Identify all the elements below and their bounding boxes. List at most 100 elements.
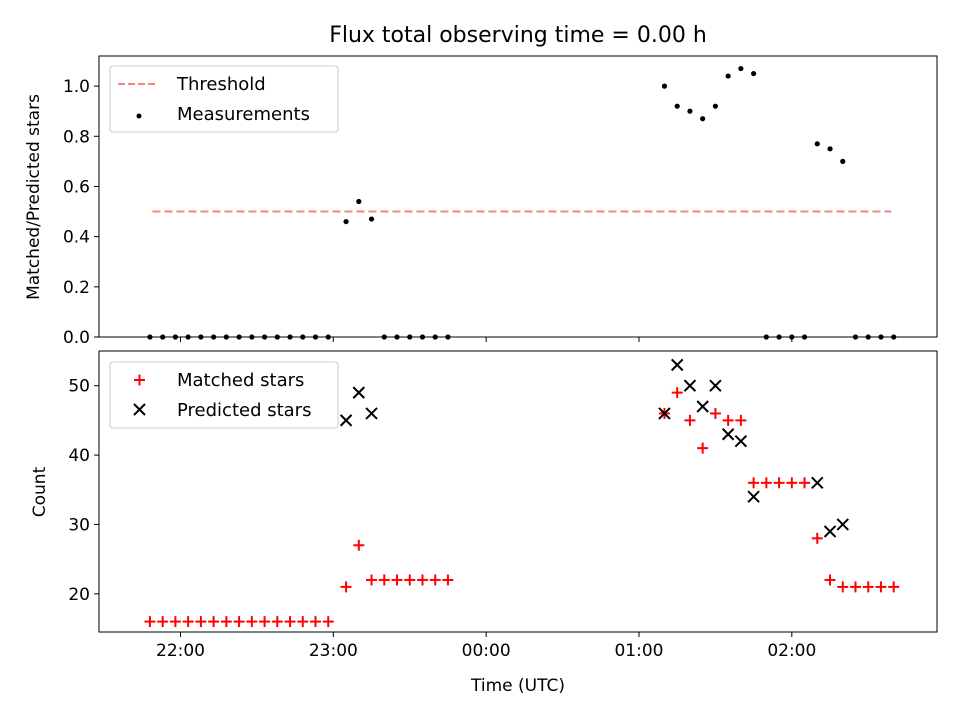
top-ylabel: Matched/Predicted stars	[24, 94, 44, 300]
matched-star-point	[824, 574, 836, 586]
measurement-point	[312, 334, 319, 340]
legend-threshold-label: Threshold	[176, 74, 266, 95]
matched-star-point	[773, 477, 785, 489]
matched-star-point	[862, 581, 874, 593]
measurement-point	[325, 334, 331, 340]
predicted-star-point	[709, 379, 722, 392]
top-ytick-label: 0.0	[63, 328, 90, 348]
measurement-point	[661, 83, 668, 89]
predicted-star-point	[352, 386, 366, 399]
measurement-point	[827, 146, 833, 152]
bottom-frame	[98, 350, 938, 633]
measurement-point	[445, 334, 451, 340]
measurement-point	[801, 334, 808, 340]
measurement-point	[185, 334, 191, 340]
measurement-point	[160, 334, 166, 340]
measurement-point	[674, 103, 680, 109]
matched-star-point	[284, 616, 296, 628]
top-legend: Threshold Measurements	[109, 65, 339, 133]
matched-star-point	[182, 616, 194, 628]
matched-star-point	[786, 477, 798, 489]
legend-predicted-label: Predicted stars	[177, 400, 311, 421]
matched-star-point	[208, 616, 220, 628]
bottom-xlabel: Time (UTC)	[470, 676, 565, 696]
measurement-point	[763, 334, 769, 340]
bottom-ytick-label: 50	[68, 377, 90, 397]
matched-star-point	[233, 616, 245, 628]
matched-star-point	[709, 407, 721, 419]
bottom-ylabel: Count	[30, 466, 50, 517]
predicted-star-point	[339, 414, 353, 427]
measurement-point	[274, 334, 280, 340]
matched-star-point	[378, 574, 390, 586]
predicted-star-point	[365, 407, 378, 420]
matched-star-point	[799, 477, 811, 489]
predicted-star-point	[670, 358, 684, 372]
matched-star-point	[875, 581, 887, 593]
measurement-point	[865, 334, 871, 340]
matched-star-point	[271, 616, 283, 628]
matched-star-point	[416, 574, 428, 586]
matched-star-point	[811, 532, 823, 544]
matched-star-point	[157, 616, 169, 628]
matched-star-point	[310, 616, 322, 628]
bottom-xtick-label: 00:00	[462, 641, 511, 661]
chart-title: Flux total observing time = 0.00 h	[329, 23, 707, 48]
matched-star-point	[442, 574, 454, 586]
measurement-point	[419, 334, 426, 340]
measurement-point	[381, 334, 387, 340]
measurement-point	[368, 216, 375, 222]
matched-star-point	[748, 477, 760, 489]
measurement-point	[700, 116, 706, 122]
legend-measurements-swatch	[136, 113, 142, 119]
bottom-xtick-label: 22:00	[156, 641, 205, 661]
matched-star-point	[340, 581, 352, 593]
matched-star-point	[259, 616, 271, 628]
predicted-star-point	[658, 407, 671, 420]
matched-star-point	[353, 539, 365, 551]
measurement-point	[878, 334, 884, 340]
bottom-legend: Matched stars Predicted stars	[109, 361, 339, 429]
measurement-point	[223, 334, 229, 340]
predicted-star-point	[836, 518, 849, 531]
measurement-point	[852, 334, 859, 340]
matched-star-point	[735, 414, 747, 426]
predicted-star-point	[721, 428, 735, 441]
predicted-star-point	[696, 400, 709, 413]
top-ytick-label: 1.0	[63, 77, 90, 97]
predicted-star-point	[747, 490, 760, 503]
measurement-point	[236, 334, 242, 340]
top-ytick-label: 0.4	[63, 228, 90, 248]
matched-star-point	[169, 616, 181, 628]
bottom-ytick-label: 30	[68, 515, 90, 535]
predicted-star-point	[811, 476, 824, 490]
measurement-point	[725, 73, 731, 79]
legend-matched-label: Matched stars	[177, 370, 304, 391]
legend-matched-swatch	[134, 374, 145, 386]
bottom-ytick-label: 40	[68, 446, 90, 466]
measurement-point	[300, 334, 306, 340]
top-ytick-label: 0.8	[63, 127, 90, 147]
measurement-point	[147, 334, 153, 340]
matched-star-point	[366, 574, 378, 586]
legend-measurements-label: Measurements	[177, 104, 310, 125]
matched-star-point	[391, 574, 403, 586]
matched-star-point	[722, 414, 734, 426]
measurement-point	[789, 334, 795, 340]
legend-predicted-swatch	[133, 403, 146, 416]
predicted-star-point	[734, 434, 748, 448]
matched-star-point	[671, 387, 683, 399]
matched-star-point	[849, 581, 861, 593]
bottom-xtick-label: 23:00	[309, 641, 358, 661]
matched-star-point	[297, 616, 309, 628]
measurement-point	[261, 334, 268, 340]
measurement-point	[840, 158, 846, 164]
measurement-point	[287, 334, 293, 340]
top-frame	[98, 55, 938, 338]
measurement-point	[814, 141, 820, 147]
measurement-point	[198, 334, 204, 340]
matched-star-point	[220, 616, 232, 628]
predicted-star-point	[683, 379, 697, 392]
matched-star-point	[888, 581, 900, 593]
